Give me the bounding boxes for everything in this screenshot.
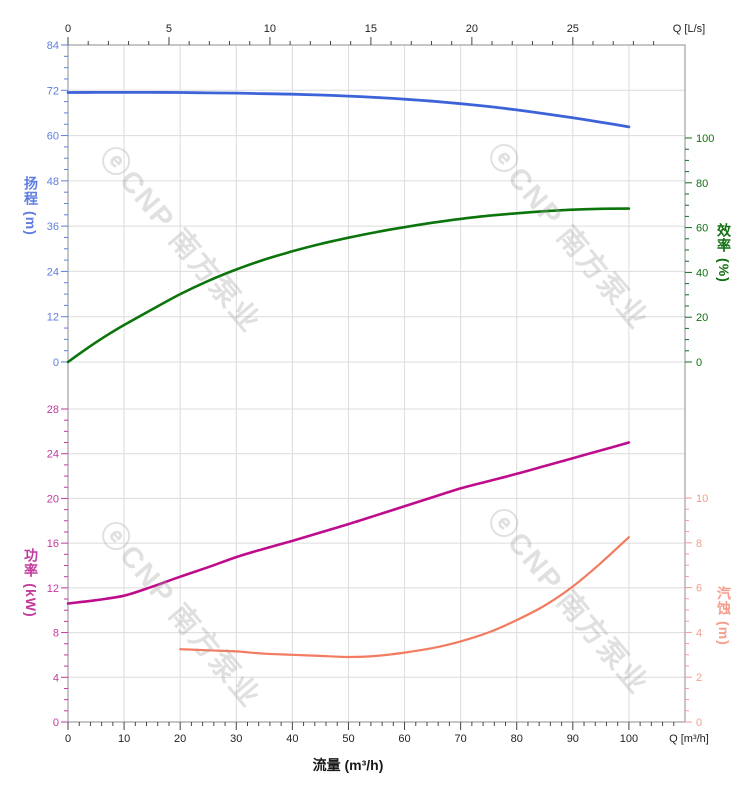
tick-label: 20 [174, 733, 186, 745]
tick-label: 20 [696, 312, 708, 324]
head-axis: 0 12 24 36 48 60 72 84 [47, 40, 68, 369]
tick-label: 100 [696, 133, 714, 145]
tick-label: 20 [466, 23, 478, 35]
tick-label: 84 [47, 40, 59, 52]
bottom-flow-axis: 0 10 20 30 40 50 60 70 80 90 100 Q [m³/h] [65, 722, 709, 745]
tick-label: 90 [567, 733, 579, 745]
tick-label: 8 [696, 538, 702, 550]
npsh-curve [179, 536, 630, 659]
tick-label: 30 [230, 733, 242, 745]
tick-label: 10 [118, 733, 130, 745]
efficiency-axis: 0 20 40 60 80 100 [685, 133, 714, 369]
tick-label: Q [L/s] [673, 23, 705, 35]
head-axis-title: 扬程 (m) [23, 176, 39, 236]
tick-label: 12 [47, 312, 59, 324]
tick-label: 60 [696, 223, 708, 235]
tick-label: 20 [47, 493, 59, 505]
npsh-axis: 0 2 4 6 8 10 [685, 493, 708, 729]
tick-label: Q [m³/h] [669, 733, 709, 745]
grid [68, 44, 685, 723]
tick-label: 2 [696, 672, 702, 684]
tick-label: 100 [620, 733, 638, 745]
top-flow-axis: 0 5 10 15 20 25 Q [L/s] [65, 23, 705, 45]
tick-label: 60 [398, 733, 410, 745]
power-axis: 0 4 8 12 16 20 24 28 [47, 404, 68, 729]
tick-label: 40 [286, 733, 298, 745]
tick-label: 60 [47, 131, 59, 143]
npsh-axis-title: 汽蚀 (m) [716, 586, 732, 646]
tick-label: 70 [455, 733, 467, 745]
tick-label: 80 [511, 733, 523, 745]
tick-label: 28 [47, 404, 59, 416]
tick-label: 50 [342, 733, 354, 745]
tick-label: 4 [696, 627, 702, 639]
tick-label: 40 [696, 267, 708, 279]
tick-label: 25 [567, 23, 579, 35]
tick-label: 4 [53, 672, 59, 684]
tick-label: 24 [47, 449, 59, 461]
efficiency-axis-title: 效率 (%) [716, 223, 732, 283]
tick-label: 5 [166, 23, 172, 35]
tick-label: 15 [365, 23, 377, 35]
tick-label: 0 [53, 717, 59, 729]
plot-frame [67, 44, 686, 723]
head-curve [66, 90, 631, 129]
efficiency-curve [66, 207, 631, 364]
tick-label: 24 [47, 266, 59, 278]
tick-label: 6 [696, 583, 702, 595]
tick-label: 0 [696, 717, 702, 729]
tick-label: 0 [696, 357, 702, 369]
tick-label: 80 [696, 178, 708, 190]
flow-axis-title: 流量 (m³/h) [312, 757, 384, 773]
tick-label: 72 [47, 85, 59, 97]
tick-label: 48 [47, 176, 59, 188]
tick-label: 16 [47, 538, 59, 550]
tick-label: 0 [53, 357, 59, 369]
tick-label: 36 [47, 221, 59, 233]
tick-label: 0 [65, 23, 71, 35]
power-axis-title: 功率 (kW) [23, 548, 39, 618]
tick-label: 10 [264, 23, 276, 35]
tick-label: 10 [696, 493, 708, 505]
tick-label: 0 [65, 733, 71, 745]
tick-label: 12 [47, 583, 59, 595]
power-curve [66, 441, 631, 605]
curves [66, 90, 631, 659]
tick-label: 8 [53, 628, 59, 640]
